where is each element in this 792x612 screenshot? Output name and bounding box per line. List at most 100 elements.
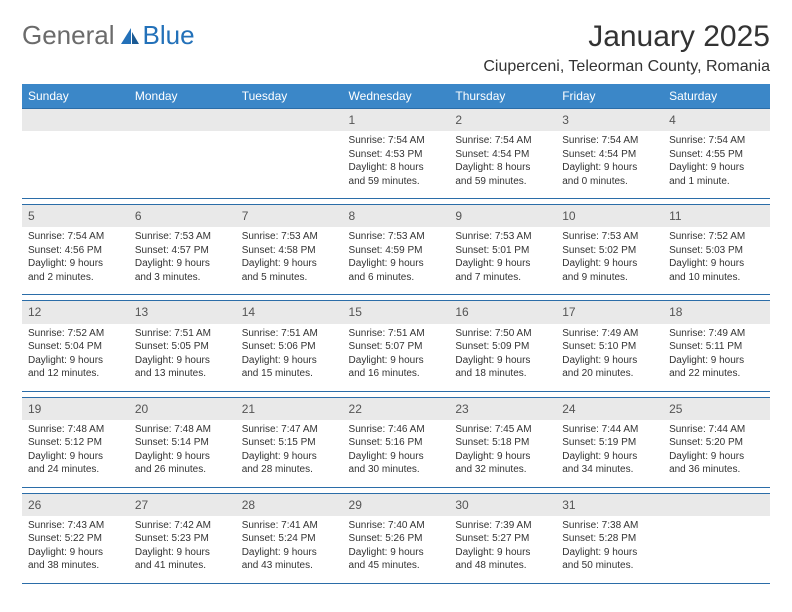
daylight-text: Daylight: 9 hours xyxy=(349,546,444,560)
daylight-text: and 30 minutes. xyxy=(349,463,444,477)
daylight-text: Daylight: 9 hours xyxy=(455,257,550,271)
daylight-text: and 20 minutes. xyxy=(562,367,657,381)
sunset-text: Sunset: 4:56 PM xyxy=(28,244,123,258)
day-cell: Sunrise: 7:53 AMSunset: 4:57 PMDaylight:… xyxy=(129,227,236,295)
daylight-text: and 0 minutes. xyxy=(562,175,657,189)
sunrise-text: Sunrise: 7:50 AM xyxy=(455,327,550,341)
day-cell: Sunrise: 7:54 AMSunset: 4:53 PMDaylight:… xyxy=(343,131,450,199)
day-cell: Sunrise: 7:46 AMSunset: 5:16 PMDaylight:… xyxy=(343,420,450,488)
day-number-row: 1234 xyxy=(22,109,770,132)
day-number: 31 xyxy=(556,493,663,516)
daylight-text: and 15 minutes. xyxy=(242,367,337,381)
daylight-text: and 41 minutes. xyxy=(135,559,230,573)
sunset-text: Sunset: 4:58 PM xyxy=(242,244,337,258)
title-block: January 2025 Ciuperceni, Teleorman Count… xyxy=(483,20,770,76)
sunrise-text: Sunrise: 7:46 AM xyxy=(349,423,444,437)
daylight-text: and 48 minutes. xyxy=(455,559,550,573)
logo-text-blue: Blue xyxy=(143,20,195,51)
daylight-text: Daylight: 9 hours xyxy=(562,257,657,271)
daylight-text: and 26 minutes. xyxy=(135,463,230,477)
day-cell xyxy=(22,131,129,199)
day-cell: Sunrise: 7:52 AMSunset: 5:03 PMDaylight:… xyxy=(663,227,770,295)
daylight-text: and 9 minutes. xyxy=(562,271,657,285)
daylight-text: Daylight: 9 hours xyxy=(135,354,230,368)
daylight-text: and 5 minutes. xyxy=(242,271,337,285)
sunset-text: Sunset: 4:54 PM xyxy=(562,148,657,162)
daylight-text: Daylight: 9 hours xyxy=(135,450,230,464)
day-number: 21 xyxy=(236,397,343,420)
daylight-text: Daylight: 8 hours xyxy=(349,161,444,175)
month-title: January 2025 xyxy=(483,20,770,54)
day-number: 8 xyxy=(343,205,450,228)
day-cell: Sunrise: 7:53 AMSunset: 4:59 PMDaylight:… xyxy=(343,227,450,295)
sunset-text: Sunset: 5:11 PM xyxy=(669,340,764,354)
sunrise-text: Sunrise: 7:45 AM xyxy=(455,423,550,437)
sunrise-text: Sunrise: 7:54 AM xyxy=(562,134,657,148)
day-number: 17 xyxy=(556,301,663,324)
day-cell: Sunrise: 7:44 AMSunset: 5:19 PMDaylight:… xyxy=(556,420,663,488)
header: General Blue January 2025 Ciuperceni, Te… xyxy=(22,20,770,76)
daylight-text: Daylight: 9 hours xyxy=(242,257,337,271)
sunrise-text: Sunrise: 7:51 AM xyxy=(135,327,230,341)
daylight-text: Daylight: 9 hours xyxy=(455,546,550,560)
daylight-text: and 59 minutes. xyxy=(455,175,550,189)
day-number-row: 19202122232425 xyxy=(22,397,770,420)
sunset-text: Sunset: 4:55 PM xyxy=(669,148,764,162)
weekday-header: Sunday xyxy=(22,84,129,109)
sunset-text: Sunset: 5:12 PM xyxy=(28,436,123,450)
day-number xyxy=(22,109,129,132)
day-number: 24 xyxy=(556,397,663,420)
weekday-header: Saturday xyxy=(663,84,770,109)
daylight-text: Daylight: 9 hours xyxy=(135,546,230,560)
day-number: 7 xyxy=(236,205,343,228)
weekday-header: Friday xyxy=(556,84,663,109)
day-cell: Sunrise: 7:51 AMSunset: 5:05 PMDaylight:… xyxy=(129,324,236,392)
day-number: 16 xyxy=(449,301,556,324)
daylight-text: and 10 minutes. xyxy=(669,271,764,285)
logo-sail-icon xyxy=(119,26,141,46)
day-detail-row: Sunrise: 7:54 AMSunset: 4:56 PMDaylight:… xyxy=(22,227,770,295)
sunset-text: Sunset: 5:18 PM xyxy=(455,436,550,450)
day-cell: Sunrise: 7:48 AMSunset: 5:12 PMDaylight:… xyxy=(22,420,129,488)
sunrise-text: Sunrise: 7:53 AM xyxy=(562,230,657,244)
sunset-text: Sunset: 5:09 PM xyxy=(455,340,550,354)
daylight-text: Daylight: 9 hours xyxy=(28,546,123,560)
day-number-row: 12131415161718 xyxy=(22,301,770,324)
sunrise-text: Sunrise: 7:47 AM xyxy=(242,423,337,437)
daylight-text: and 45 minutes. xyxy=(349,559,444,573)
day-number: 22 xyxy=(343,397,450,420)
daylight-text: and 3 minutes. xyxy=(135,271,230,285)
daylight-text: Daylight: 9 hours xyxy=(349,257,444,271)
daylight-text: and 38 minutes. xyxy=(28,559,123,573)
day-number: 10 xyxy=(556,205,663,228)
sunrise-text: Sunrise: 7:42 AM xyxy=(135,519,230,533)
daylight-text: and 2 minutes. xyxy=(28,271,123,285)
daylight-text: and 13 minutes. xyxy=(135,367,230,381)
day-detail-row: Sunrise: 7:54 AM Sunset: 4:53 PMDaylight:… xyxy=(22,131,770,199)
sunrise-text: Sunrise: 7:52 AM xyxy=(669,230,764,244)
sunset-text: Sunset: 5:02 PM xyxy=(562,244,657,258)
sunset-text: Sunset: 5:05 PM xyxy=(135,340,230,354)
sunset-text: Sunset: 4:54 PM xyxy=(455,148,550,162)
sunset-text: Sunset: 5:26 PM xyxy=(349,532,444,546)
sunrise-text: Sunrise: 7:48 AM xyxy=(135,423,230,437)
sunset-text: Sunset: 4:53 PM xyxy=(349,148,444,162)
day-number: 2 xyxy=(449,109,556,132)
day-detail-row: Sunrise: 7:43 AMSunset: 5:22 PMDaylight:… xyxy=(22,516,770,584)
sunrise-text: Sunrise: 7:53 AM xyxy=(135,230,230,244)
daylight-text: Daylight: 9 hours xyxy=(135,257,230,271)
day-number-row: 567891011 xyxy=(22,205,770,228)
daylight-text: and 18 minutes. xyxy=(455,367,550,381)
sunrise-text: Sunrise: 7:39 AM xyxy=(455,519,550,533)
day-cell: Sunrise: 7:53 AMSunset: 5:02 PMDaylight:… xyxy=(556,227,663,295)
daylight-text: Daylight: 9 hours xyxy=(562,450,657,464)
day-number: 3 xyxy=(556,109,663,132)
daylight-text: Daylight: 9 hours xyxy=(455,354,550,368)
day-cell: Sunrise: 7:43 AMSunset: 5:22 PMDaylight:… xyxy=(22,516,129,584)
daylight-text: Daylight: 9 hours xyxy=(28,354,123,368)
day-cell: Sunrise: 7:39 AMSunset: 5:27 PMDaylight:… xyxy=(449,516,556,584)
day-cell: Sunrise: 7:44 AMSunset: 5:20 PMDaylight:… xyxy=(663,420,770,488)
day-cell: Sunrise: 7:49 AMSunset: 5:11 PMDaylight:… xyxy=(663,324,770,392)
sunset-text: Sunset: 5:10 PM xyxy=(562,340,657,354)
sunrise-text: Sunrise: 7:53 AM xyxy=(349,230,444,244)
